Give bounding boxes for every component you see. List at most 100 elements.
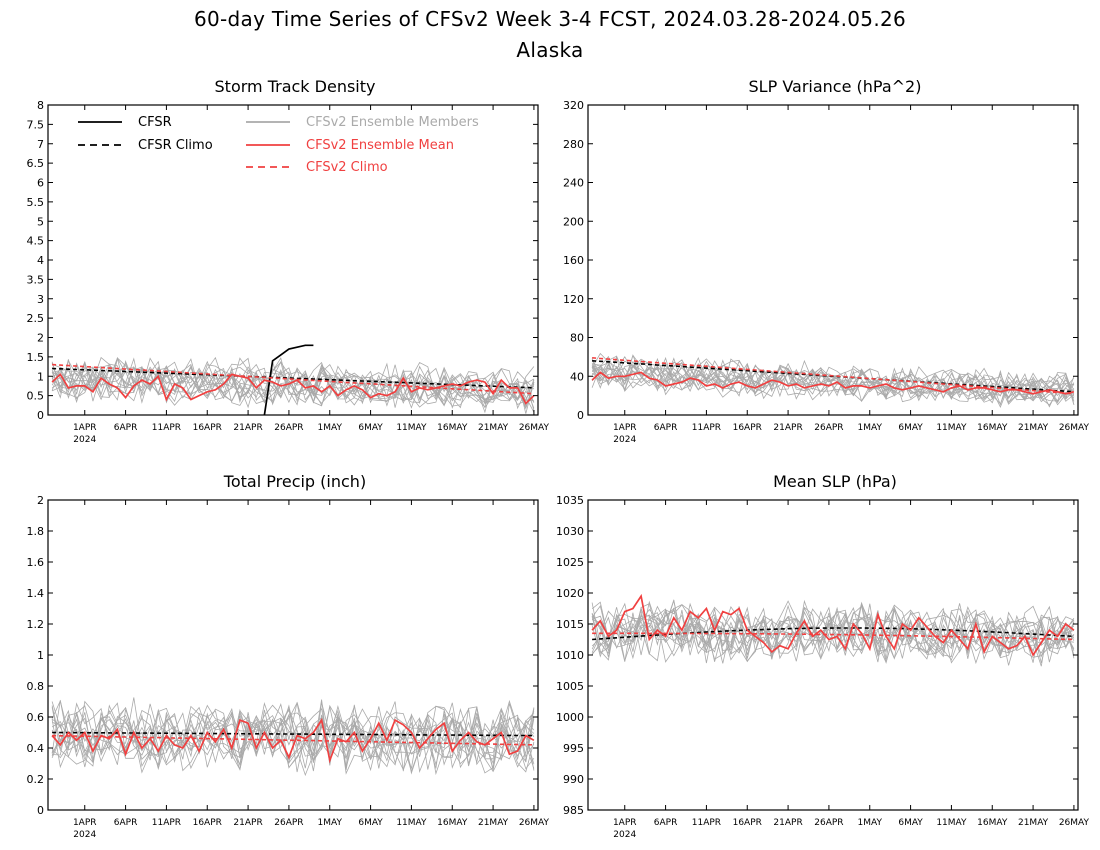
y-tick-label: 0.6 bbox=[27, 711, 45, 724]
legend-label: CFSv2 Ensemble Members bbox=[306, 115, 479, 130]
ensemble-member-line bbox=[51, 705, 535, 769]
x-tick-label: 1MAY bbox=[858, 818, 883, 828]
x-tick-label: 11APR bbox=[692, 423, 721, 433]
x-tick-label: 11APR bbox=[152, 423, 181, 433]
x-tick-label: 21MAY bbox=[1018, 423, 1049, 433]
x-tick-label: 26MAY bbox=[519, 818, 550, 828]
y-tick-label: 7.5 bbox=[27, 118, 45, 131]
x-tick-label: 21APR bbox=[773, 423, 802, 433]
y-tick-label: 7 bbox=[37, 138, 44, 151]
x-tick-label: 1MAY bbox=[318, 423, 343, 433]
y-tick-label: 200 bbox=[563, 215, 584, 228]
x-tick-label: 16APR bbox=[733, 423, 762, 433]
x-tick-label: 16APR bbox=[193, 818, 222, 828]
x-tick-label: 6APR bbox=[654, 423, 678, 433]
y-tick-label: 1035 bbox=[556, 494, 584, 507]
y-tick-label: 0.5 bbox=[27, 390, 45, 403]
ensemble-member-line bbox=[591, 599, 1075, 660]
panel-title: Mean SLP (hPa) bbox=[773, 472, 897, 491]
x-tick-label: 21MAY bbox=[478, 818, 509, 828]
y-tick-label: 240 bbox=[563, 177, 584, 190]
y-tick-label: 1.8 bbox=[27, 525, 45, 538]
y-tick-label: 1015 bbox=[556, 618, 584, 631]
y-tick-label: 6.5 bbox=[27, 157, 45, 170]
x-tick-label: 11APR bbox=[152, 818, 181, 828]
panel-title: Total Precip (inch) bbox=[223, 472, 366, 491]
y-tick-label: 1.6 bbox=[27, 556, 45, 569]
x-year-label: 2024 bbox=[73, 435, 96, 445]
y-tick-label: 0 bbox=[37, 409, 44, 422]
y-tick-label: 0.2 bbox=[27, 773, 45, 786]
y-tick-label: 5 bbox=[37, 215, 44, 228]
y-tick-label: 1010 bbox=[556, 649, 584, 662]
plot-frame bbox=[47, 499, 539, 811]
x-tick-label: 6MAY bbox=[358, 818, 383, 828]
x-tick-label: 6APR bbox=[114, 423, 138, 433]
y-tick-label: 0.8 bbox=[27, 680, 45, 693]
ensemble-member-line bbox=[51, 703, 535, 769]
x-tick-label: 16MAY bbox=[437, 423, 468, 433]
x-tick-label: 6MAY bbox=[358, 423, 383, 433]
y-tick-label: 1005 bbox=[556, 680, 584, 693]
y-tick-label: 280 bbox=[563, 138, 584, 151]
y-tick-label: 1020 bbox=[556, 587, 584, 600]
y-tick-label: 2 bbox=[37, 332, 44, 345]
figure-title: 60-day Time Series of CFSv2 Week 3-4 FCS… bbox=[194, 7, 906, 31]
x-tick-label: 21APR bbox=[773, 818, 802, 828]
panel-total-precip: Total Precip (inch) 0 0.2 0.4 0.6 0.8 1 1.2 1.4… bbox=[27, 472, 550, 840]
x-tick-label: 26APR bbox=[814, 423, 843, 433]
panel-title: Storm Track Density bbox=[215, 77, 376, 96]
cfsv2-climo-line bbox=[592, 357, 1074, 395]
x-tick-label: 1MAY bbox=[858, 423, 883, 433]
cfsv2-ensemble-mean-line bbox=[591, 371, 1075, 395]
y-tick-label: 1 bbox=[37, 649, 44, 662]
x-tick-label: 26APR bbox=[814, 818, 843, 828]
ensemble-member-line bbox=[51, 361, 535, 410]
x-year-label: 2024 bbox=[73, 830, 96, 840]
x-tick-label: 16APR bbox=[733, 818, 762, 828]
x-tick-label: 11APR bbox=[692, 818, 721, 828]
ensemble-member-line bbox=[592, 356, 1075, 405]
y-tick-label: 3.5 bbox=[27, 273, 45, 286]
plot-frame bbox=[47, 104, 539, 416]
ensemble-member-line bbox=[591, 602, 1075, 660]
x-tick-label: 6APR bbox=[654, 818, 678, 828]
panel-slp-variance: SLP Variance (hPa^2) 0 40 80 120 160 200 240 28… bbox=[563, 77, 1089, 445]
y-tick-label: 3 bbox=[37, 293, 44, 306]
x-tick-label: 11MAY bbox=[936, 818, 967, 828]
cfsv2-ensemble-mean-line bbox=[51, 372, 535, 405]
ensemble-member-line bbox=[52, 705, 535, 773]
x-tick-label: 26MAY bbox=[1059, 818, 1090, 828]
legend-label: CFSv2 Ensemble Mean bbox=[306, 138, 454, 153]
y-tick-label: 1025 bbox=[556, 556, 584, 569]
y-tick-label: 2 bbox=[37, 494, 44, 507]
ensemble-member-line bbox=[51, 699, 535, 768]
y-tick-label: 985 bbox=[563, 804, 584, 817]
x-tick-label: 1MAY bbox=[318, 818, 343, 828]
ensemble-member-line bbox=[591, 608, 1075, 662]
x-tick-label: 1APR bbox=[613, 423, 637, 433]
x-tick-label: 21MAY bbox=[478, 423, 509, 433]
ensemble-member-line bbox=[51, 360, 535, 414]
x-tick-label: 21APR bbox=[233, 423, 262, 433]
y-tick-label: 320 bbox=[563, 99, 584, 112]
y-tick-label: 0 bbox=[577, 409, 584, 422]
figure-subtitle: Alaska bbox=[516, 38, 583, 62]
x-tick-label: 16MAY bbox=[977, 423, 1008, 433]
x-tick-label: 26MAY bbox=[1059, 423, 1090, 433]
x-tick-label: 1APR bbox=[73, 423, 97, 433]
y-tick-label: 995 bbox=[563, 742, 584, 755]
ensemble-member-line bbox=[591, 358, 1074, 401]
x-tick-label: 21APR bbox=[233, 818, 262, 828]
y-tick-label: 120 bbox=[563, 293, 584, 306]
x-year-label: 2024 bbox=[613, 435, 636, 445]
y-tick-label: 40 bbox=[570, 370, 584, 383]
ensemble-member-line bbox=[591, 601, 1075, 664]
x-tick-label: 1APR bbox=[613, 818, 637, 828]
x-tick-label: 11MAY bbox=[396, 818, 427, 828]
y-tick-label: 0 bbox=[37, 804, 44, 817]
x-tick-label: 26APR bbox=[274, 818, 303, 828]
panel-title: SLP Variance (hPa^2) bbox=[749, 77, 922, 96]
x-tick-label: 6MAY bbox=[898, 818, 923, 828]
x-tick-label: 1APR bbox=[73, 818, 97, 828]
